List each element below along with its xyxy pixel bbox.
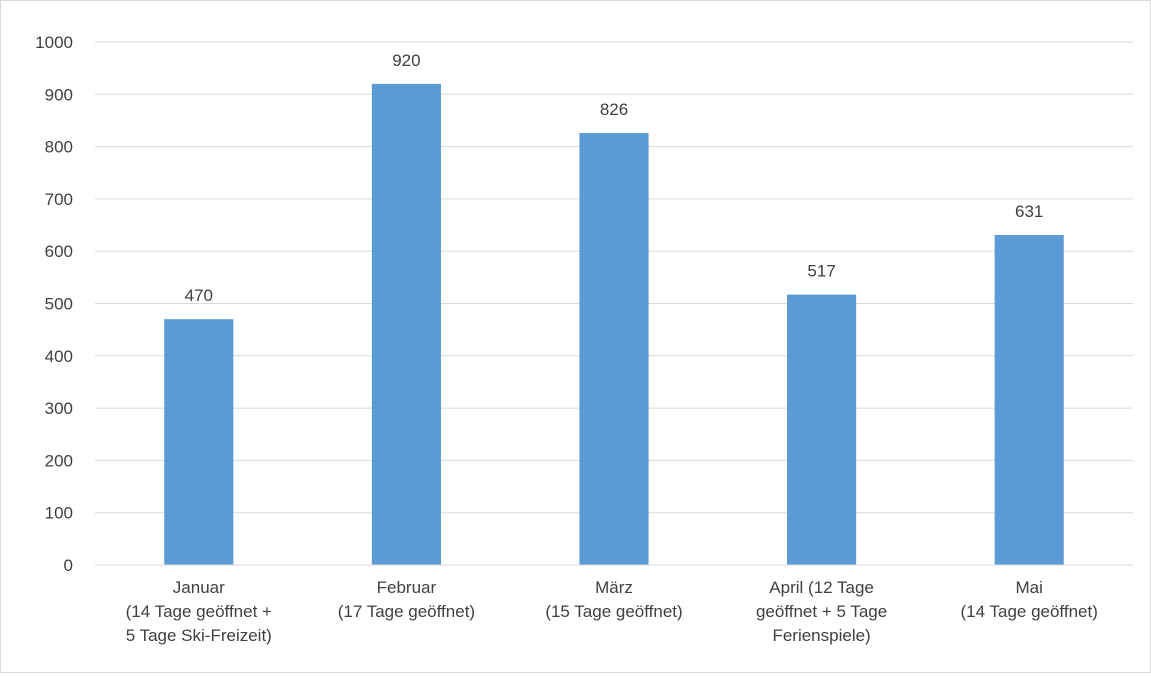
x-category-label: (15 Tage geöffnet): [545, 602, 682, 621]
grid-lines: [95, 41, 1133, 514]
x-category-label: (17 Tage geöffnet): [338, 602, 475, 621]
y-tick-label: 700: [45, 190, 73, 209]
data-label: 631: [1015, 202, 1043, 221]
y-tick-label: 600: [45, 242, 73, 261]
y-tick-label: 200: [45, 451, 73, 470]
bars: [164, 83, 1064, 565]
bar: [164, 319, 234, 565]
bar: [371, 83, 441, 565]
category-labels: Januar (14 Tage geöffnet + 5 Tage Ski-Frei…: [126, 578, 1098, 645]
x-category-label: (14 Tage geöffnet): [961, 602, 1098, 621]
x-category-label: Mai: [1015, 578, 1042, 597]
data-label: 470: [185, 286, 213, 305]
data-labels: 470 920 826 517 631: [185, 51, 1044, 305]
x-category-label: (14 Tage geöffnet +: [126, 602, 272, 621]
bar: [994, 234, 1064, 565]
y-tick-label: 1000: [35, 33, 73, 52]
x-category-label: April (12 Tage: [769, 578, 874, 597]
y-tick-label: 400: [45, 347, 73, 366]
x-category-label: 5 Tage Ski-Freizeit): [126, 626, 272, 645]
y-axis-tick-labels: 0 100 200 300 400 500 600 700 800 900 1000: [35, 33, 73, 575]
y-tick-label: 500: [45, 295, 73, 314]
y-tick-label: 0: [64, 556, 73, 575]
bar: [579, 133, 649, 565]
data-label: 517: [807, 262, 835, 281]
x-category-label: geöffnet + 5 Tage: [756, 602, 887, 621]
bar: [787, 294, 857, 565]
y-tick-label: 100: [45, 504, 73, 523]
x-category-label: Februar: [377, 578, 437, 597]
x-category-label: Januar: [173, 578, 225, 597]
x-category-label: März: [595, 578, 633, 597]
data-label: 826: [600, 100, 628, 119]
x-category-label: Ferienspiele): [772, 626, 870, 645]
y-tick-label: 300: [45, 399, 73, 418]
data-label: 920: [392, 51, 420, 70]
y-tick-label: 800: [45, 138, 73, 157]
y-tick-label: 900: [45, 85, 73, 104]
